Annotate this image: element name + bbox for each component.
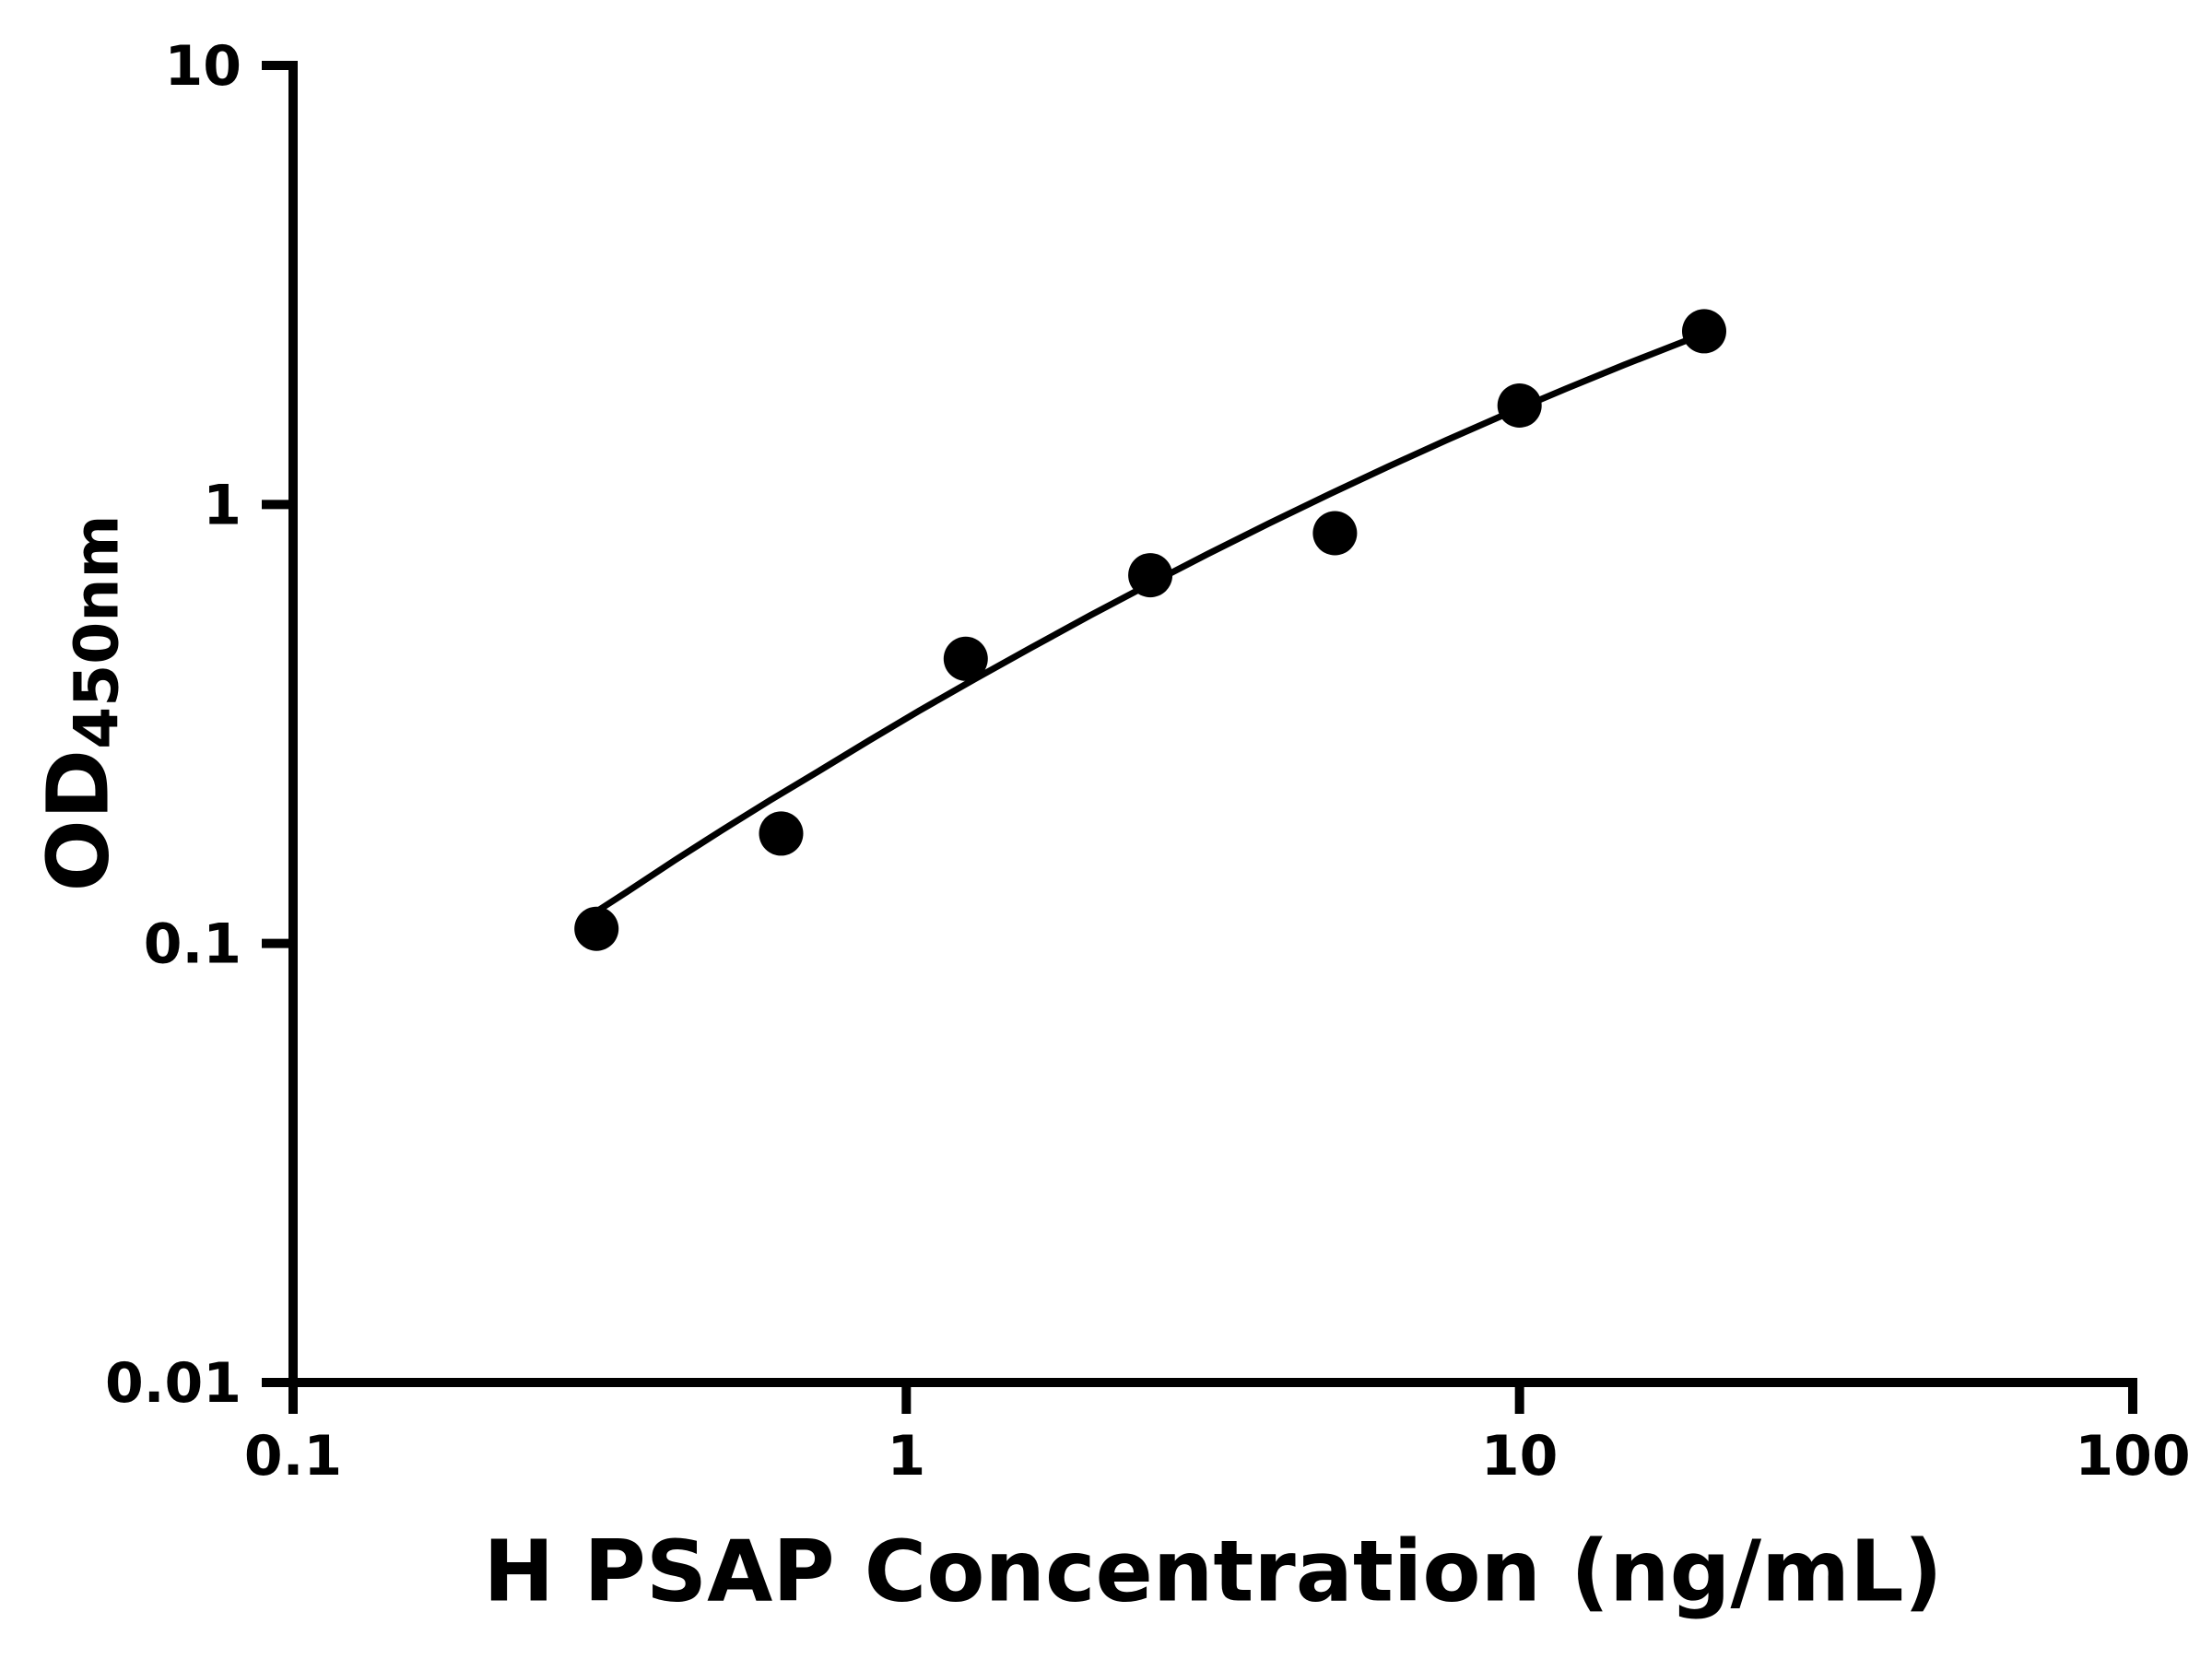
data-point [759, 811, 804, 856]
data-point [1128, 553, 1173, 598]
y-tick-label: 0.1 [144, 912, 241, 977]
data-point [1682, 309, 1726, 354]
data-point [1497, 383, 1542, 428]
y-tick-label: 10 [165, 34, 242, 99]
y-tick-label: 0.01 [105, 1351, 241, 1416]
y-axis-title-main: OD [29, 748, 128, 892]
x-tick-label: 0.1 [244, 1424, 342, 1488]
data-point [1312, 511, 1358, 556]
y-tick-label: 1 [203, 473, 241, 537]
y-axis-title-subscript: 450nm [61, 514, 133, 749]
fit-curve [582, 327, 1714, 923]
x-tick-label: 100 [2075, 1424, 2190, 1488]
data-point [943, 636, 988, 681]
x-tick-label: 10 [1481, 1424, 1559, 1488]
data-point [574, 906, 619, 951]
y-axis-title: OD450nm [29, 514, 133, 892]
x-tick-label: 1 [887, 1424, 925, 1488]
x-axis-title: H PSAP Concentration (ng/mL) [483, 1522, 1943, 1621]
